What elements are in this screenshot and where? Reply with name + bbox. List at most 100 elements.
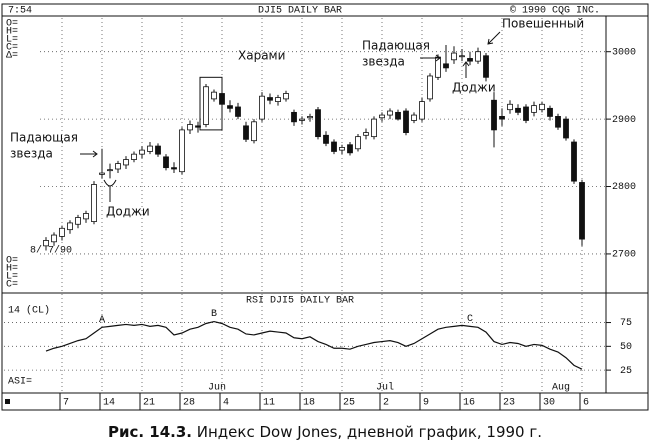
- candle-body: [267, 97, 273, 101]
- candle-body: [139, 149, 145, 155]
- x-tick-label: 25: [343, 398, 355, 409]
- month-label: Jul: [376, 382, 394, 394]
- candle-body: [179, 129, 185, 173]
- date-label: 8/ 7/90: [30, 245, 72, 257]
- candle-body: [67, 222, 73, 231]
- candle-body: [531, 105, 537, 113]
- candle-body: [467, 58, 473, 62]
- info-label: O=: [6, 19, 18, 30]
- annotation: Доджи: [106, 205, 150, 219]
- chart-title: DJI5 DAILY BAR: [258, 6, 342, 17]
- candle-body: [515, 107, 521, 113]
- annotation-arc: [103, 179, 117, 202]
- candle-body: [339, 147, 345, 151]
- info-label: Δ=: [6, 51, 18, 62]
- candle-body: [563, 118, 569, 139]
- candle-body: [243, 125, 249, 140]
- candle-body: [283, 93, 289, 100]
- annotation: звезда: [362, 55, 405, 69]
- annotation: Падающая: [10, 131, 78, 145]
- candle-body: [155, 145, 161, 155]
- candle-body: [107, 169, 113, 172]
- annotation: Доджи: [452, 81, 496, 95]
- candle-body: [523, 106, 529, 121]
- candle-body: [579, 182, 585, 240]
- axis-marker: [5, 399, 10, 404]
- candle-body: [91, 184, 97, 222]
- annotation: Падающая: [362, 39, 430, 53]
- info-label: C=: [6, 280, 18, 291]
- candle-body: [83, 213, 89, 220]
- x-tick-label: 21: [143, 398, 155, 409]
- candle-body: [459, 55, 465, 58]
- candle-body: [75, 217, 81, 225]
- candle-body: [403, 110, 409, 133]
- harami-box: [199, 76, 223, 131]
- x-tick-label: 11: [263, 398, 275, 409]
- candle-body: [443, 63, 449, 69]
- candle-body: [275, 97, 281, 102]
- info-label: O=: [6, 256, 18, 267]
- candle-body: [555, 116, 561, 128]
- candle-body: [411, 114, 417, 121]
- candle-body: [203, 86, 209, 125]
- rsi-label: ASI=: [8, 377, 32, 388]
- annotation-arrow: [80, 150, 98, 158]
- x-tick-label: 18: [303, 398, 315, 409]
- candle-body: [347, 144, 353, 154]
- candle-body: [123, 159, 129, 166]
- candle-body: [315, 109, 321, 138]
- y-tick-label: 3000: [612, 47, 636, 58]
- candle-body: [451, 52, 457, 61]
- x-tick-label: 16: [463, 398, 475, 409]
- candle-body: [43, 240, 49, 247]
- rsi-annotation: C: [467, 314, 473, 325]
- candle-body: [259, 95, 265, 120]
- month-label: Aug: [552, 383, 570, 394]
- candle-body: [379, 114, 385, 119]
- info-label: C=: [6, 43, 18, 54]
- candle-body: [171, 167, 177, 170]
- caption-label: Рис. 14.3.: [108, 423, 192, 441]
- candle-body: [355, 136, 361, 150]
- info-label: L=: [6, 272, 18, 283]
- candle-body: [99, 172, 105, 175]
- candle-body: [187, 124, 193, 131]
- rsi-title: RSI DJI5 DAILY BAR: [246, 296, 354, 307]
- rsi-subtitle: 14 (CL): [8, 305, 50, 317]
- rsi-annotation: B: [211, 309, 217, 320]
- candle-body: [435, 56, 441, 78]
- x-tick-label: 2: [383, 398, 389, 409]
- candle-body: [131, 153, 137, 160]
- candle-body: [427, 75, 433, 100]
- candle-body: [387, 110, 393, 116]
- info-label: H=: [6, 27, 18, 38]
- candle-body: [547, 107, 553, 117]
- x-tick-label: 14: [103, 398, 115, 409]
- candle-body: [299, 118, 305, 121]
- candle-body: [211, 91, 217, 100]
- copyright: © 1990 CQG INC.: [510, 5, 600, 17]
- rsi-line: [45, 320, 583, 370]
- candle-body: [115, 163, 121, 170]
- y-tick-label: 50: [620, 342, 632, 353]
- candle-body: [235, 106, 241, 117]
- candle-body: [331, 141, 337, 152]
- info-label: H=: [6, 264, 18, 275]
- y-tick-label: 2800: [612, 182, 636, 193]
- x-tick-label: 30: [543, 398, 555, 409]
- candle-body: [251, 121, 257, 142]
- y-tick-label: 2900: [612, 115, 636, 126]
- rsi-annotation: A: [99, 315, 105, 326]
- time-label: 7:54: [8, 6, 32, 17]
- frame: [1, 3, 649, 411]
- candle-body: [323, 134, 329, 144]
- annotation-arrow: [462, 61, 470, 78]
- candle-body: [483, 55, 489, 78]
- candle-body: [491, 99, 497, 131]
- candle-body: [571, 141, 577, 182]
- candle-body: [395, 111, 401, 120]
- candle-body: [371, 118, 377, 138]
